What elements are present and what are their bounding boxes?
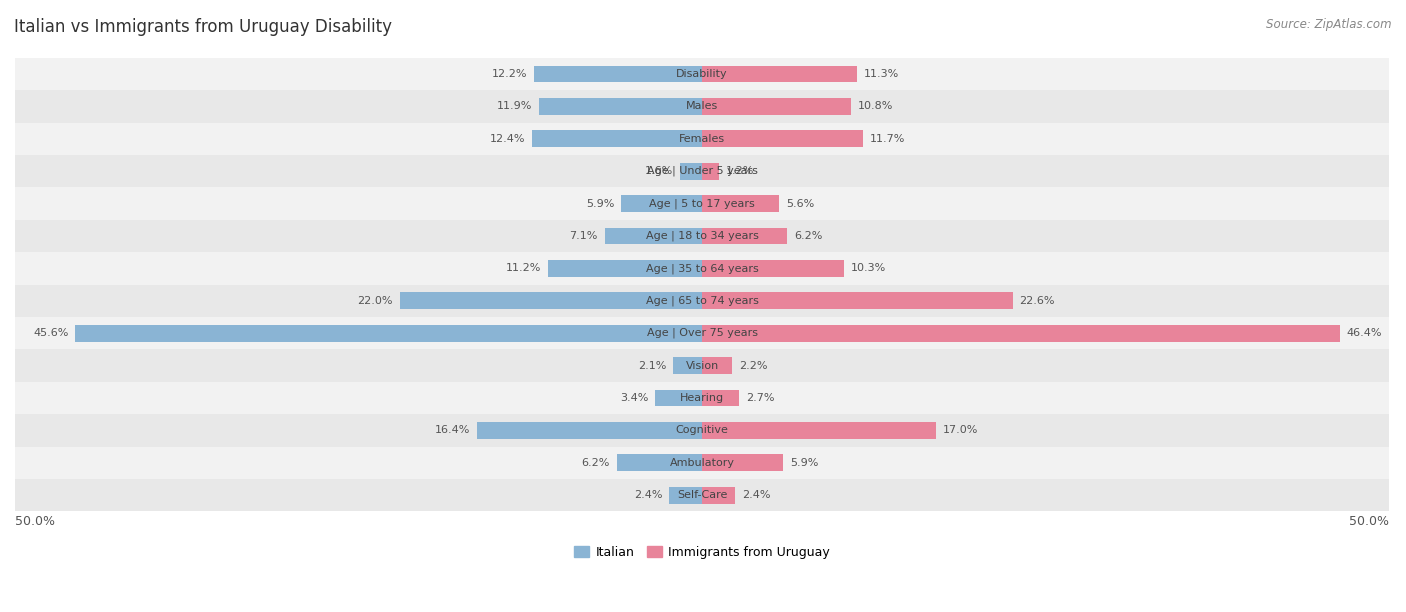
Bar [15, 187, 1389, 220]
Bar [702, 195, 779, 212]
Bar [702, 293, 1012, 309]
Bar [702, 454, 783, 471]
Text: 10.8%: 10.8% [858, 102, 893, 111]
Text: 7.1%: 7.1% [569, 231, 598, 241]
Bar [702, 130, 863, 147]
Bar [15, 155, 1389, 187]
Text: 5.9%: 5.9% [586, 199, 614, 209]
Bar [15, 447, 1389, 479]
Bar [15, 414, 1389, 447]
Bar [538, 98, 702, 115]
Text: 11.7%: 11.7% [870, 134, 905, 144]
Text: 2.1%: 2.1% [638, 360, 666, 371]
Text: 22.0%: 22.0% [357, 296, 392, 306]
Text: 2.4%: 2.4% [742, 490, 770, 500]
Bar [702, 390, 740, 406]
Bar [15, 349, 1389, 382]
Bar [605, 228, 702, 244]
Bar [15, 285, 1389, 317]
Bar [531, 130, 702, 147]
Text: 16.4%: 16.4% [434, 425, 470, 435]
Bar [15, 317, 1389, 349]
Legend: Italian, Immigrants from Uruguay: Italian, Immigrants from Uruguay [569, 541, 835, 564]
Text: 5.9%: 5.9% [790, 458, 818, 468]
Text: 50.0%: 50.0% [15, 515, 55, 528]
Bar [673, 357, 702, 374]
Text: Age | 65 to 74 years: Age | 65 to 74 years [645, 296, 759, 306]
Text: 6.2%: 6.2% [582, 458, 610, 468]
Bar [702, 260, 844, 277]
Bar [655, 390, 702, 406]
Text: 2.4%: 2.4% [634, 490, 662, 500]
Bar [621, 195, 702, 212]
Text: Hearing: Hearing [681, 393, 724, 403]
Text: 3.4%: 3.4% [620, 393, 648, 403]
Text: 11.3%: 11.3% [865, 69, 900, 79]
Bar [76, 325, 702, 341]
Bar [702, 325, 1340, 341]
Bar [15, 122, 1389, 155]
Bar [702, 357, 733, 374]
Bar [15, 58, 1389, 90]
Bar [477, 422, 702, 439]
Bar [534, 65, 702, 83]
Text: 17.0%: 17.0% [942, 425, 979, 435]
Text: 6.2%: 6.2% [794, 231, 823, 241]
Text: Males: Males [686, 102, 718, 111]
Bar [15, 479, 1389, 512]
Bar [702, 163, 718, 180]
Text: Source: ZipAtlas.com: Source: ZipAtlas.com [1267, 18, 1392, 31]
Text: Age | Over 75 years: Age | Over 75 years [647, 328, 758, 338]
Bar [702, 228, 787, 244]
Bar [617, 454, 702, 471]
Text: Ambulatory: Ambulatory [669, 458, 735, 468]
Bar [15, 90, 1389, 122]
Text: 45.6%: 45.6% [34, 328, 69, 338]
Text: Females: Females [679, 134, 725, 144]
Bar [548, 260, 702, 277]
Text: 22.6%: 22.6% [1019, 296, 1054, 306]
Text: Age | 18 to 34 years: Age | 18 to 34 years [645, 231, 759, 241]
Bar [399, 293, 702, 309]
Text: Age | Under 5 years: Age | Under 5 years [647, 166, 758, 176]
Text: 12.4%: 12.4% [489, 134, 524, 144]
Text: Italian vs Immigrants from Uruguay Disability: Italian vs Immigrants from Uruguay Disab… [14, 18, 392, 36]
Text: Disability: Disability [676, 69, 728, 79]
Text: Vision: Vision [686, 360, 718, 371]
Text: Self-Care: Self-Care [676, 490, 727, 500]
Text: 46.4%: 46.4% [1347, 328, 1382, 338]
Bar [15, 220, 1389, 252]
Text: 2.7%: 2.7% [747, 393, 775, 403]
Bar [702, 65, 858, 83]
Bar [702, 98, 851, 115]
Bar [702, 487, 735, 504]
Text: 1.6%: 1.6% [645, 166, 673, 176]
Bar [669, 487, 702, 504]
Text: 2.2%: 2.2% [740, 360, 768, 371]
Bar [15, 252, 1389, 285]
Text: Age | 5 to 17 years: Age | 5 to 17 years [650, 198, 755, 209]
Bar [15, 382, 1389, 414]
Text: Age | 35 to 64 years: Age | 35 to 64 years [645, 263, 758, 274]
Text: Cognitive: Cognitive [676, 425, 728, 435]
Text: 5.6%: 5.6% [786, 199, 814, 209]
Text: 11.9%: 11.9% [496, 102, 531, 111]
Text: 50.0%: 50.0% [1350, 515, 1389, 528]
Bar [681, 163, 702, 180]
Text: 10.3%: 10.3% [851, 263, 886, 274]
Text: 11.2%: 11.2% [506, 263, 541, 274]
Bar [702, 422, 936, 439]
Text: 12.2%: 12.2% [492, 69, 527, 79]
Text: 1.2%: 1.2% [725, 166, 754, 176]
